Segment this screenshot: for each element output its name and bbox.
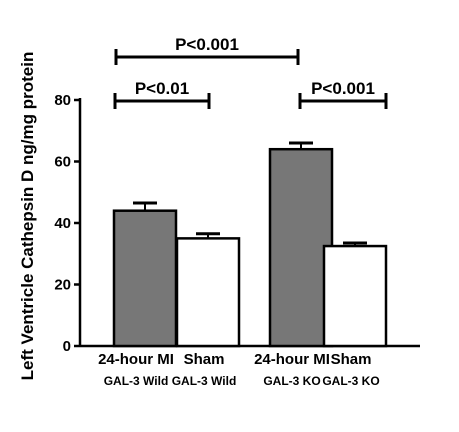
bar	[175, 237, 241, 348]
y-axis-label: Left Ventricle Cathepsin D ng/mg protein	[18, 52, 37, 381]
category-sublabel: GAL-3 Wild	[172, 374, 237, 388]
category-label: 24-hour MI	[254, 351, 330, 368]
bar	[268, 147, 334, 348]
category-label: 24-hour MI	[98, 351, 174, 368]
y-tick-label: 80	[54, 92, 71, 109]
y-tick-label: 0	[63, 338, 71, 355]
error-bars	[133, 141, 367, 247]
bars	[112, 147, 388, 348]
bar	[112, 209, 178, 348]
category-label: Sham	[331, 351, 372, 368]
category-label: Sham	[184, 351, 225, 368]
category-sublabel: GAL-3 Wild	[104, 374, 169, 388]
significance-label: P<0.001	[311, 79, 375, 98]
category-sublabel: GAL-3 KO	[322, 374, 379, 388]
y-ticks: 0 20 40 60 80	[54, 92, 80, 355]
y-tick-label: 40	[54, 215, 71, 232]
y-tick-label: 20	[54, 277, 71, 294]
significance-brackets: P<0.01 P<0.001 P<0.001	[113, 35, 388, 109]
bar	[322, 244, 388, 348]
category-sublabel: GAL-3 KO	[263, 374, 320, 388]
y-tick-label: 60	[54, 154, 71, 171]
significance-label: P<0.01	[135, 79, 189, 98]
category-labels: 24-hour MI GAL-3 Wild Sham GAL-3 Wild 24-hou…	[98, 351, 380, 388]
significance-label: P<0.001	[175, 35, 239, 54]
